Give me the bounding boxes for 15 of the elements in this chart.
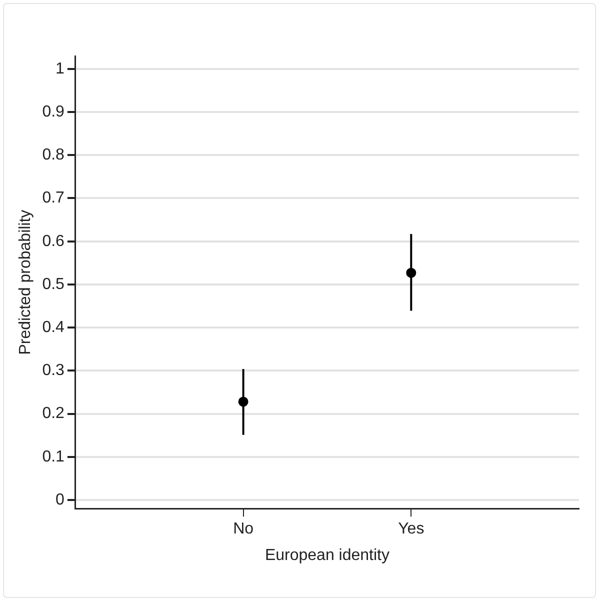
y-tick-label: 0.6	[42, 232, 65, 250]
x-axis-title: European identity	[264, 546, 390, 564]
y-tick-label: 0.4	[42, 318, 65, 336]
y-tick-label: 0.8	[42, 146, 65, 164]
y-tick-label: 0.9	[42, 103, 65, 120]
x-tick-label: Yes	[398, 520, 424, 538]
y-tick-label: 0.1	[42, 448, 65, 466]
y-tick-label: 0.7	[42, 190, 65, 207]
y-tick-label: 1	[56, 60, 65, 78]
y-axis-title: Predicted probability	[17, 210, 34, 355]
x-tick-label: No	[233, 520, 254, 538]
y-tick-label: 0.2	[42, 405, 65, 422]
y-tick-label: 0.3	[42, 362, 65, 380]
y-tick-label: 0	[56, 491, 65, 508]
y-tick-label: 0.5	[42, 276, 65, 293]
